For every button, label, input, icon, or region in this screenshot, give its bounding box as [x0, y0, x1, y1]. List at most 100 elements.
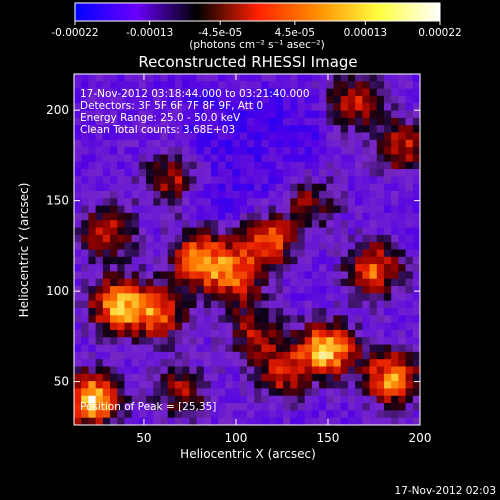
heatmap-cell [174, 381, 183, 390]
heatmap-cell [189, 125, 198, 134]
heatmap-cell [362, 95, 371, 104]
heatmap-cell [261, 395, 270, 404]
heatmap-cell [102, 300, 111, 309]
heatmap-cell [74, 286, 82, 294]
heatmap-cell [88, 81, 97, 90]
heatmap-cell [268, 74, 277, 82]
heatmap-cell [283, 234, 291, 243]
heatmap-cell [95, 161, 104, 170]
heatmap-cell [167, 373, 176, 382]
heatmap-cell [261, 351, 270, 360]
heatmap-cell [210, 154, 219, 163]
heatmap-cell [110, 381, 118, 390]
heatmap-cell [225, 191, 234, 199]
heatmap-cell [290, 256, 299, 265]
heatmap-cell [218, 403, 226, 411]
heatmap-cell [347, 278, 356, 287]
heatmap-cell [102, 410, 111, 419]
heatmap-cell [297, 88, 306, 97]
heatmap-cell [297, 234, 306, 243]
heatmap-cell [225, 337, 234, 346]
heatmap-cell [347, 220, 356, 229]
heatmap-cell [311, 139, 320, 148]
heatmap-cell [355, 183, 363, 192]
heatmap-cell [247, 234, 255, 243]
heatmap-cell [102, 117, 111, 126]
heatmap-cell [203, 395, 212, 404]
heatmap-cell [347, 388, 356, 397]
heatmap-cell [369, 212, 378, 221]
heatmap-cell [131, 322, 140, 331]
heatmap-cell [124, 74, 133, 82]
heatmap-cell [95, 410, 104, 419]
heatmap-cell [304, 337, 313, 346]
heatmap-cell [203, 220, 212, 229]
heatmap-cell [297, 212, 306, 221]
heatmap-cell [369, 132, 378, 141]
heatmap-cell [102, 212, 111, 221]
heatmap-cell [239, 293, 248, 302]
heatmap-cell [232, 351, 241, 360]
heatmap-cell [254, 81, 263, 90]
heatmap-cell [283, 249, 291, 258]
heatmap-cell [261, 388, 270, 397]
heatmap-cell [297, 410, 306, 419]
heatmap-cell [405, 351, 414, 360]
heatmap-cell [311, 74, 320, 82]
heatmap-cell [110, 110, 118, 119]
heatmap-cell [81, 147, 90, 156]
heatmap-cell [268, 227, 277, 236]
heatmap-cell [131, 381, 140, 390]
heatmap-cell [275, 329, 284, 338]
heatmap-cell [247, 381, 255, 390]
heatmap-cell [398, 300, 407, 309]
heatmap-cell [247, 183, 255, 192]
heatmap-cell [268, 191, 277, 199]
heatmap-cell [160, 366, 169, 375]
heatmap-cell [412, 300, 420, 309]
heatmap-cell [268, 198, 277, 207]
heatmap-cell [247, 300, 255, 309]
heatmap-cell [239, 359, 248, 368]
heatmap-cell [304, 373, 313, 382]
heatmap-cell [81, 264, 90, 273]
heatmap-cell [102, 278, 111, 287]
heatmap-cell [189, 329, 198, 338]
heatmap-cell [160, 322, 169, 331]
heatmap-cell [88, 198, 97, 207]
heatmap-cell [304, 132, 313, 141]
heatmap-cell [247, 249, 255, 258]
heatmap-cell [88, 110, 97, 119]
heatmap-cell [391, 74, 399, 82]
heatmap-cell [95, 417, 104, 425]
heatmap-cell [131, 395, 140, 404]
heatmap-cell [391, 373, 399, 382]
heatmap-cell [203, 315, 212, 324]
heatmap-cell [333, 337, 342, 346]
heatmap-cell [275, 308, 284, 316]
heatmap-cell [405, 410, 414, 419]
heatmap-cell [210, 205, 219, 214]
heatmap-cell [383, 337, 392, 346]
heatmap-cell [117, 74, 126, 82]
heatmap-cell [167, 125, 176, 134]
heatmap-cell [81, 293, 90, 302]
y-tick-label: 150 [46, 194, 69, 208]
heatmap-cell [131, 351, 140, 360]
heatmap-cell [319, 366, 327, 375]
heatmap-cell [81, 337, 90, 346]
heatmap-cell [369, 227, 378, 236]
heatmap-cell [218, 278, 226, 287]
heatmap-cell [124, 110, 133, 119]
heatmap-cell [412, 139, 420, 148]
heatmap-cell [174, 95, 183, 104]
heatmap-cell [268, 403, 277, 411]
heatmap-cell [254, 183, 263, 192]
heatmap-cell [117, 271, 126, 280]
heatmap-cell [102, 110, 111, 119]
heatmap-cell [131, 169, 140, 177]
heatmap-cell [81, 132, 90, 141]
heatmap-cell [362, 139, 371, 148]
heatmap-cell [412, 359, 420, 368]
heatmap-cell [347, 308, 356, 316]
